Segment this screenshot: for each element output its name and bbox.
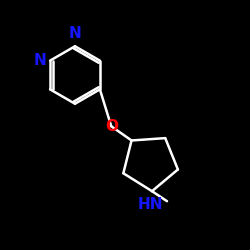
Text: O: O <box>105 119 118 134</box>
Text: N: N <box>68 26 82 41</box>
Text: HN: HN <box>138 198 164 212</box>
Text: N: N <box>34 53 46 68</box>
